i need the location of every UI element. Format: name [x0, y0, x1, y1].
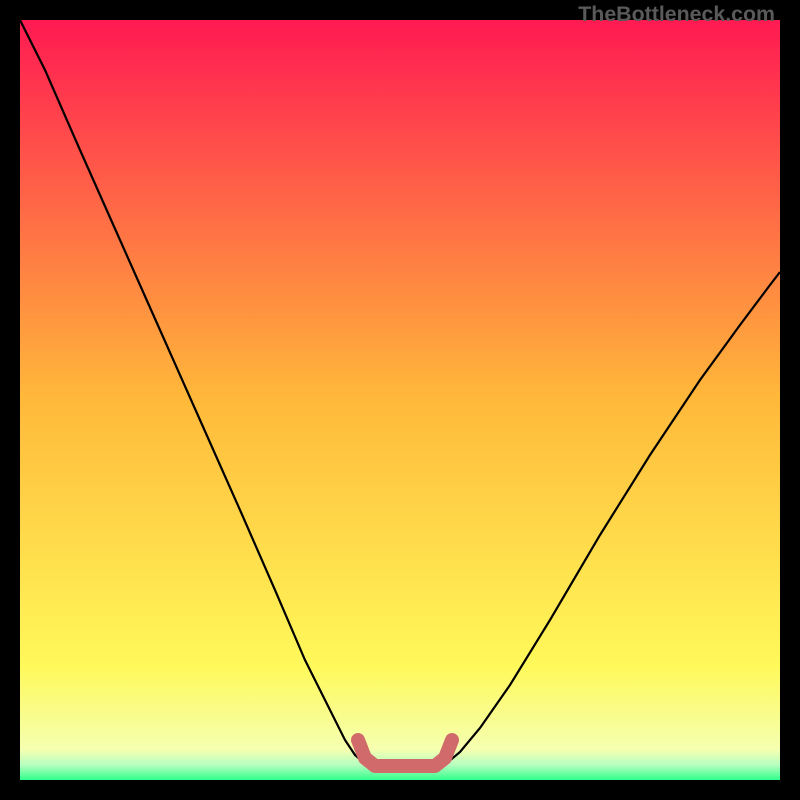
bottleneck-curve — [20, 20, 780, 766]
optimal-zone-highlight — [358, 740, 452, 766]
chart-overlay — [0, 0, 800, 800]
watermark-text: TheBottleneck.com — [578, 2, 775, 27]
